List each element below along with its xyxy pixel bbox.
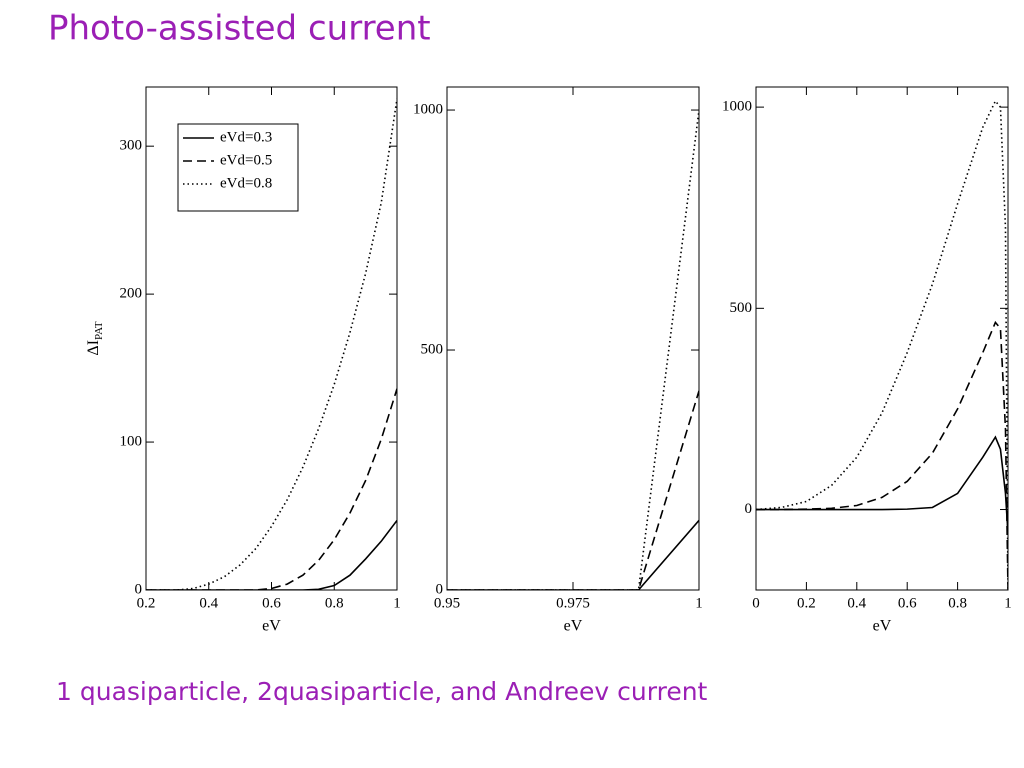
x-tick-label: 1 xyxy=(695,595,703,611)
y-tick-label: 200 xyxy=(120,286,143,302)
y-tick-label: 1000 xyxy=(722,99,752,115)
plot-frame xyxy=(755,86,1009,591)
x-tick-label: 1 xyxy=(1004,595,1012,611)
x-tick-label: 0.975 xyxy=(556,595,590,611)
y-axis-label: ΔIPAT xyxy=(85,321,105,355)
y-tick-label: 0 xyxy=(745,501,753,517)
x-tick-label: 0.4 xyxy=(847,595,866,611)
series-line xyxy=(756,320,1008,590)
series-line xyxy=(447,109,699,590)
legend-label: eVd=0.3 xyxy=(220,129,272,145)
x-tick-label: 0.2 xyxy=(137,595,156,611)
series-line xyxy=(146,388,397,590)
x-tick-label: 0.8 xyxy=(948,595,967,611)
y-axis-label-main: ΔI xyxy=(85,340,102,356)
x-tick-label: 0.8 xyxy=(325,595,344,611)
legend-label: eVd=0.5 xyxy=(220,152,272,168)
slide-caption: 1 quasiparticle, 2quasiparticle, and And… xyxy=(56,677,708,706)
x-tick-label: 0.4 xyxy=(199,595,218,611)
x-tick-label: 0 xyxy=(752,595,760,611)
x-tick-label: 0.6 xyxy=(898,595,917,611)
x-tick-label: 0.6 xyxy=(262,595,281,611)
x-tick-label: 0.95 xyxy=(434,595,460,611)
chart: 0 0.2 0.4 0.6 0.8 1 0 500 1000 eV xyxy=(722,86,1012,635)
y-tick-label: 500 xyxy=(730,300,753,316)
series-line xyxy=(756,99,1008,590)
y-tick-label: 0 xyxy=(135,581,143,597)
legend-label: eVd=0.8 xyxy=(220,175,272,191)
x-axis-label: eV xyxy=(262,618,281,635)
chart: 0.95 0.975 1 0 500 1000 eV xyxy=(413,86,703,635)
y-tick-label: 1000 xyxy=(413,101,443,117)
y-tick-label: 100 xyxy=(120,433,143,449)
y-axis-label-sub: PAT xyxy=(93,321,105,340)
x-axis-label: eV xyxy=(564,618,583,635)
series-line xyxy=(447,390,699,590)
chart: 0.2 0.4 0.6 0.8 1 0 100 200 300 eV ΔIPAT eVd=0.3 eVd… xyxy=(85,86,401,635)
y-tick-label: 500 xyxy=(421,341,444,357)
y-tick-label: 300 xyxy=(120,138,143,154)
x-tick-label: 0.2 xyxy=(797,595,816,611)
series-line xyxy=(146,98,397,590)
series-line xyxy=(146,519,397,590)
x-axis-label: eV xyxy=(873,618,892,635)
series-line xyxy=(756,435,1008,534)
series-line xyxy=(447,519,699,590)
slide-title: Photo-assisted current xyxy=(48,9,431,49)
x-tick-label: 1 xyxy=(393,595,401,611)
y-tick-label: 0 xyxy=(436,581,444,597)
